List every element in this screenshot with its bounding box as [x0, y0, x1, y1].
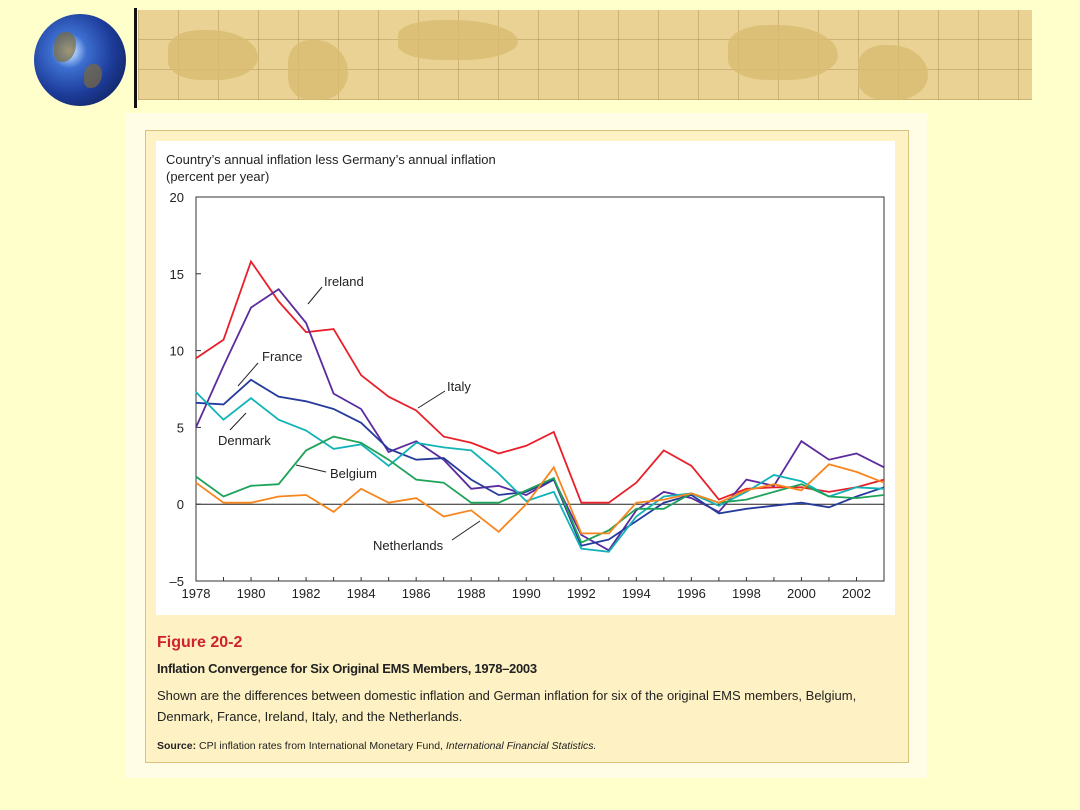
x-tick-label: 2000 — [787, 586, 816, 601]
y-tick-label: 10 — [170, 344, 184, 359]
x-tick-label: 1990 — [512, 586, 541, 601]
label-belgium: Belgium — [330, 466, 377, 481]
series-line-ireland — [195, 287, 885, 552]
y-tick-label: 5 — [177, 420, 184, 435]
globe-icon — [34, 14, 126, 106]
figure-description: Shown are the differences between domest… — [157, 688, 857, 724]
series-line-italy — [195, 259, 885, 504]
x-tick-label: 1984 — [347, 586, 376, 601]
x-tick-label: 1980 — [237, 586, 266, 601]
y-tick-label: 0 — [177, 497, 184, 512]
x-tick-label: 1996 — [677, 586, 706, 601]
x-tick-label: 1978 — [182, 586, 211, 601]
header-divider — [134, 8, 137, 108]
source-label: Source: — [157, 740, 197, 752]
y-tick-label: –5 — [170, 574, 184, 589]
x-tick-label: 1994 — [622, 586, 651, 601]
series-labels: Ireland France Italy Denmark Belgium Net… — [218, 274, 481, 553]
x-tick-label: 1988 — [457, 586, 486, 601]
series-line-netherlands — [195, 463, 885, 535]
x-tick-label: 1986 — [402, 586, 431, 601]
world-map-banner — [138, 10, 1032, 100]
label-france: France — [262, 349, 302, 364]
series-line-france — [195, 378, 885, 547]
x-tick-label: 1982 — [292, 586, 321, 601]
label-netherlands: Netherlands — [373, 538, 444, 553]
y-tick-label: 20 — [170, 190, 184, 205]
x-tick-label: 1998 — [732, 586, 761, 601]
source-publication: International Financial Statistics. — [445, 740, 597, 752]
label-italy: Italy — [447, 379, 471, 394]
y-axis-unit: (percent per year) — [166, 169, 269, 184]
figure-title: Inflation Convergence for Six Original E… — [157, 661, 537, 676]
label-ireland: Ireland — [324, 274, 364, 289]
series-line-belgium — [195, 435, 885, 544]
y-tick-label: 15 — [170, 267, 184, 282]
source-text: CPI inflation rates from International M… — [199, 740, 446, 752]
plot-background — [156, 141, 895, 615]
x-tick-label: 2002 — [842, 586, 871, 601]
plot-frame — [195, 196, 885, 582]
y-axis-label: Country’s annual inflation less Germany’… — [166, 152, 496, 167]
figure-source: Source: CPI inflation rates from Interna… — [157, 740, 596, 752]
label-denmark: Denmark — [218, 433, 271, 448]
figure-number: Figure 20-2 — [157, 634, 243, 651]
series-line-denmark — [195, 391, 885, 553]
x-tick-label: 1992 — [567, 586, 596, 601]
